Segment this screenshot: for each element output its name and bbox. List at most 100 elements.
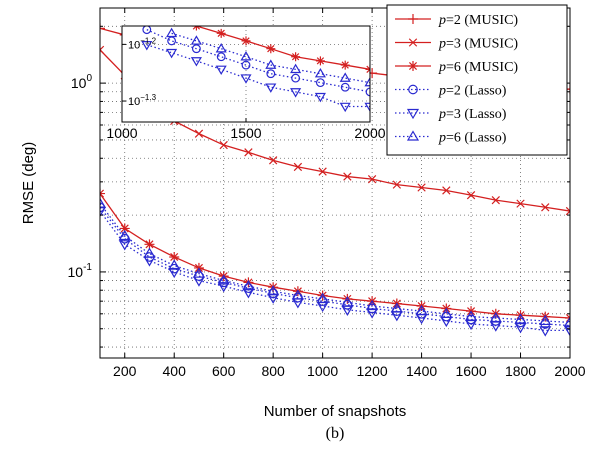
data-point [215, 65, 227, 76]
data-point [216, 52, 226, 62]
legend-label: p=3 (Lasso) [438, 107, 507, 122]
inset-y-tick-label: 10−1.2 [128, 36, 157, 51]
legend-label: p=2 (MUSIC) [438, 13, 518, 28]
data-point [417, 183, 426, 192]
data-point [244, 148, 253, 157]
data-point [563, 316, 570, 327]
data-point [314, 92, 326, 103]
data-point [217, 282, 230, 293]
data-point [100, 197, 107, 208]
x-tick-label: 1800 [505, 363, 536, 379]
data-point [440, 307, 453, 318]
data-point [215, 43, 227, 53]
data-point [408, 61, 418, 71]
data-point [217, 274, 230, 285]
x-tick-label: 200 [113, 363, 137, 379]
data-point [241, 36, 251, 46]
data-point [466, 190, 476, 200]
series-line [100, 203, 570, 324]
series-line [100, 210, 570, 332]
data-point [565, 206, 570, 216]
data-point [166, 27, 178, 38]
x-tick-label: 600 [212, 363, 236, 379]
plot-frame [99, 7, 571, 359]
data-point [190, 57, 202, 67]
x-tick-label: 1400 [406, 363, 437, 379]
legend-entry: p=2 (Lasso) [395, 84, 507, 99]
data-point [290, 63, 302, 74]
data-point [141, 41, 153, 51]
data-point [340, 82, 350, 92]
legend-entry: p=2 (MUSIC) [395, 13, 518, 28]
data-point [143, 247, 156, 258]
data-point [241, 60, 251, 70]
data-point [168, 267, 181, 279]
data-point [291, 73, 301, 83]
data-point [514, 313, 527, 324]
y-axis-label: RMSE (deg) [20, 142, 37, 225]
data-point [392, 180, 402, 189]
data-point [291, 289, 304, 300]
inset-series-line [196, 26, 370, 70]
inset-series-3-lasso [141, 41, 370, 113]
legend-box [386, 4, 568, 156]
inset-x-tick-label: 1500 [230, 125, 261, 141]
inset-series-6-lasso [166, 27, 370, 87]
data-point [144, 239, 155, 250]
data-point [316, 292, 329, 303]
y-tick-label: 100 [71, 73, 93, 91]
data-point [516, 199, 525, 208]
data-point [341, 296, 354, 307]
data-point [342, 293, 353, 304]
x-tick-label: 1600 [455, 363, 486, 379]
axis-ticks: 200 400 600 800 1000 1200 1400 1600 1800 2000 100 1… [68, 8, 586, 379]
data-point [242, 288, 255, 299]
x-tick-label: 800 [261, 363, 285, 379]
data-point [442, 186, 451, 195]
data-point [192, 267, 205, 278]
data-point [514, 323, 527, 334]
inset-series-layer [141, 26, 370, 113]
data-point [293, 162, 303, 172]
data-point [169, 251, 180, 262]
data-point [190, 35, 202, 45]
data-point [408, 38, 418, 47]
data-point [265, 83, 277, 93]
inset-chart: 1000 1500 2000 10−1.2 10−1.3 [106, 25, 386, 141]
data-point [194, 129, 204, 138]
inset-series-line [146, 29, 370, 93]
legend-label: p=6 (Lasso) [438, 131, 507, 146]
x-tick-label: 400 [163, 363, 187, 379]
data-point [243, 277, 254, 288]
legend-entry: p=3 (MUSIC) [395, 37, 518, 52]
data-point [314, 68, 326, 78]
inset-series-line [171, 32, 370, 84]
data-point [191, 44, 201, 54]
figure-caption: (b) [326, 425, 345, 442]
data-point [390, 302, 403, 313]
data-point [366, 299, 379, 311]
legend-entry: p=6 (Lasso) [395, 130, 507, 146]
data-point [339, 102, 351, 113]
data-point [168, 259, 181, 270]
data-point [339, 72, 351, 82]
data-point [367, 174, 377, 184]
data-point [216, 28, 226, 38]
inset-ticks: 1000 1500 2000 10−1.2 10−1.3 [106, 36, 385, 141]
data-point [364, 102, 370, 113]
data-point [290, 88, 302, 98]
data-point [268, 156, 278, 165]
legend: p=2 (MUSIC) p=3 (MUSIC) p=6 (MUSIC) p=2 (La… [386, 4, 568, 156]
data-point [318, 167, 327, 176]
data-point [166, 48, 178, 59]
data-point [465, 310, 478, 321]
data-point [317, 290, 328, 301]
inset-x-tick-label: 2000 [354, 125, 385, 141]
data-point [315, 56, 325, 66]
legend-entry: p=6 (MUSIC) [395, 60, 518, 75]
data-point [343, 172, 352, 181]
x-tick-label: 1000 [307, 363, 338, 379]
data-point [489, 311, 502, 323]
x-tick-label: 2000 [554, 363, 585, 379]
